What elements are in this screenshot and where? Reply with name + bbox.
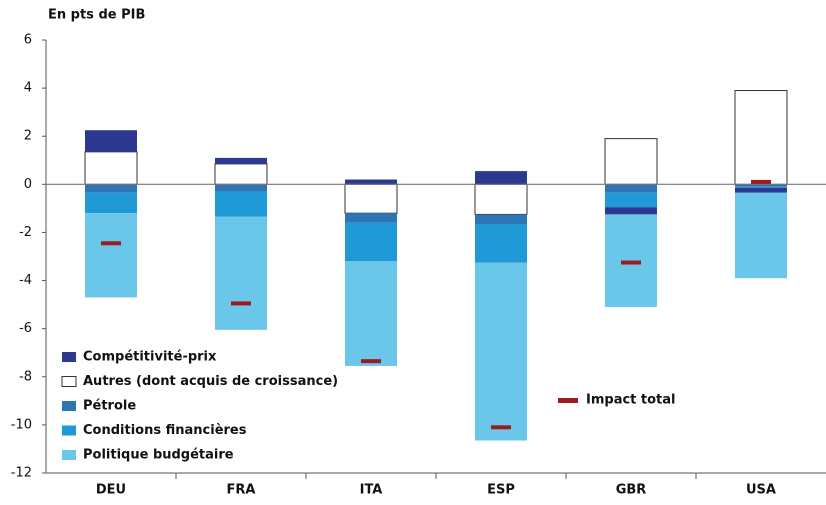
bar-segment	[215, 184, 267, 192]
x-tick-label: FRA	[227, 483, 256, 498]
bar-segment	[734, 90, 788, 185]
legend-label: Conditions financières	[83, 423, 247, 438]
y-tick-label: 0	[24, 177, 32, 192]
bar-segment	[735, 184, 787, 187]
bar-segment	[605, 184, 657, 193]
bar-segment	[475, 262, 527, 441]
bar-segment	[475, 171, 527, 185]
legend-swatch	[62, 401, 76, 411]
bar-segment	[345, 222, 397, 262]
y-tick-label: 4	[24, 81, 32, 96]
x-tick-label: ESP	[487, 483, 515, 498]
bar-segment	[215, 157, 267, 164]
bar-segment	[604, 138, 658, 185]
total-marker	[361, 359, 381, 364]
total-marker	[621, 260, 641, 265]
total-marker	[101, 241, 121, 246]
y-tick-label: -12	[11, 466, 32, 481]
bar-segment	[345, 179, 397, 185]
legend-label: Politique budgétaire	[83, 448, 234, 463]
x-tick-label: DEU	[96, 483, 126, 498]
legend-swatch	[61, 376, 77, 387]
bar-segment	[214, 163, 268, 185]
x-tick-label: ITA	[360, 483, 383, 498]
total-marker	[231, 301, 251, 306]
y-tick-label: 6	[24, 33, 32, 48]
bar-segment	[345, 213, 397, 223]
bar-segment	[344, 183, 398, 214]
bar-segment	[475, 224, 527, 263]
bar-segment	[345, 261, 397, 366]
bar-segment	[84, 151, 138, 185]
bar-segment	[735, 192, 787, 279]
bar-segment	[475, 214, 527, 225]
y-axis-label: En pts de PIB	[48, 8, 145, 23]
y-tick-label: -8	[19, 369, 32, 384]
legend-swatch	[62, 352, 76, 362]
bar-segment	[735, 186, 787, 188]
legend-label: Compétitivité-prix	[83, 350, 217, 365]
legend-swatch	[62, 450, 76, 460]
bar-segment	[215, 216, 267, 330]
bar-segment	[474, 183, 528, 215]
x-tick-label: USA	[746, 483, 776, 498]
bar-segment	[215, 191, 267, 217]
legend-swatch	[62, 425, 76, 436]
legend-swatch	[558, 398, 578, 403]
bar-segment	[85, 213, 137, 298]
legend-label: Impact total	[586, 393, 676, 408]
bar-segment	[605, 207, 657, 215]
total-marker	[751, 179, 771, 184]
bar-segment	[605, 192, 657, 208]
bar-segment	[85, 192, 137, 214]
y-tick-label: -6	[19, 321, 32, 336]
y-tick-label: -10	[11, 417, 32, 432]
y-tick-label: 2	[24, 129, 32, 144]
legend-label: Pétrole	[83, 399, 136, 414]
total-marker	[491, 425, 511, 430]
y-tick-label: -2	[19, 225, 32, 240]
legend-label: Autres (dont acquis de croissance)	[83, 374, 338, 389]
bar-segment	[85, 130, 137, 152]
y-tick-label: -4	[19, 273, 32, 288]
x-tick-label: GBR	[616, 483, 647, 498]
bar-segment	[735, 187, 787, 193]
bar-segment	[85, 184, 137, 193]
